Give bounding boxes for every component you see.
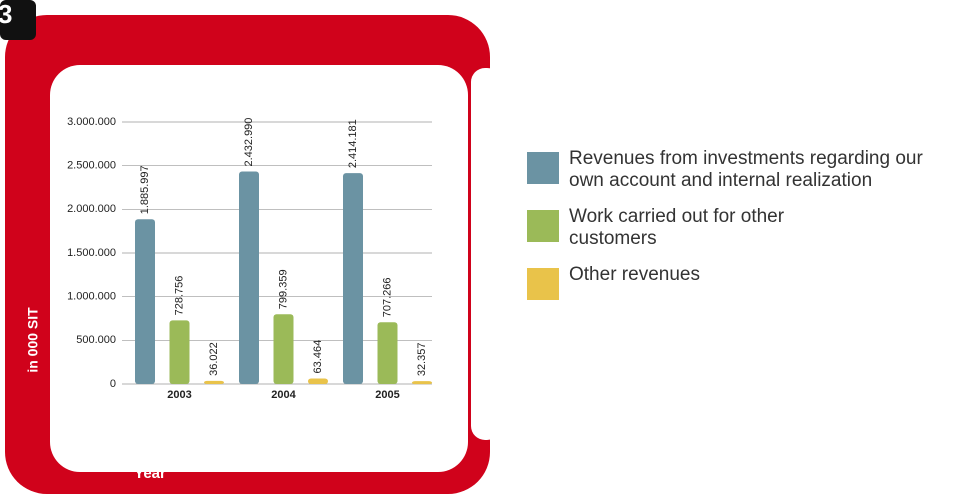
value-label: 728.756 [173, 276, 185, 316]
legend-label: Other revenues [569, 264, 700, 285]
x-tick-label: 2003 [167, 389, 191, 401]
legend-label: Revenues from investments regarding our … [569, 148, 923, 191]
value-label: 2.414.181 [347, 119, 359, 168]
value-label: 36.022 [208, 342, 220, 376]
legend-swatch [527, 152, 559, 184]
bar [204, 380, 224, 384]
badge-text: 3 [0, 0, 12, 29]
legend: Revenues from investments regarding our … [527, 148, 929, 314]
legend-item: Other revenues [527, 264, 929, 300]
value-label: 32.357 [416, 343, 428, 377]
bar [169, 320, 190, 384]
bar [377, 322, 398, 384]
y-tick-label: 2.500.000 [67, 160, 116, 172]
x-tick-label: 2005 [375, 389, 399, 401]
legend-item: Revenues from investments regarding our … [527, 148, 929, 192]
legend-item: Work carried out for other customers [527, 206, 929, 250]
y-tick-label: 1.500.000 [67, 247, 116, 259]
value-label: 63.464 [312, 340, 324, 374]
y-tick-label: 1.000.000 [67, 291, 116, 303]
value-label: 799.359 [277, 269, 289, 309]
value-label: 1.885.997 [139, 165, 151, 214]
frame-notch [471, 68, 501, 440]
bar [343, 173, 363, 384]
y-axis-title: in 000 SIT [25, 307, 41, 373]
legend-swatch [527, 268, 559, 300]
badge [0, 0, 36, 40]
y-tick-label: 3.000.000 [67, 116, 116, 128]
y-tick-label: 2.000.000 [67, 203, 116, 215]
legend-swatch [527, 210, 559, 242]
legend-label: Work carried out for other customers [569, 206, 785, 249]
bar [273, 314, 294, 384]
bar [239, 171, 259, 384]
bar [308, 378, 328, 384]
value-label: 707.266 [381, 277, 393, 317]
y-tick-label: 0 [110, 378, 116, 390]
value-label: 2.432.990 [243, 118, 255, 167]
x-axis-title: Year [134, 465, 166, 482]
y-tick-label: 500.000 [76, 334, 116, 346]
x-tick-label: 2004 [271, 389, 296, 401]
bar [135, 219, 155, 384]
bar [412, 381, 432, 385]
